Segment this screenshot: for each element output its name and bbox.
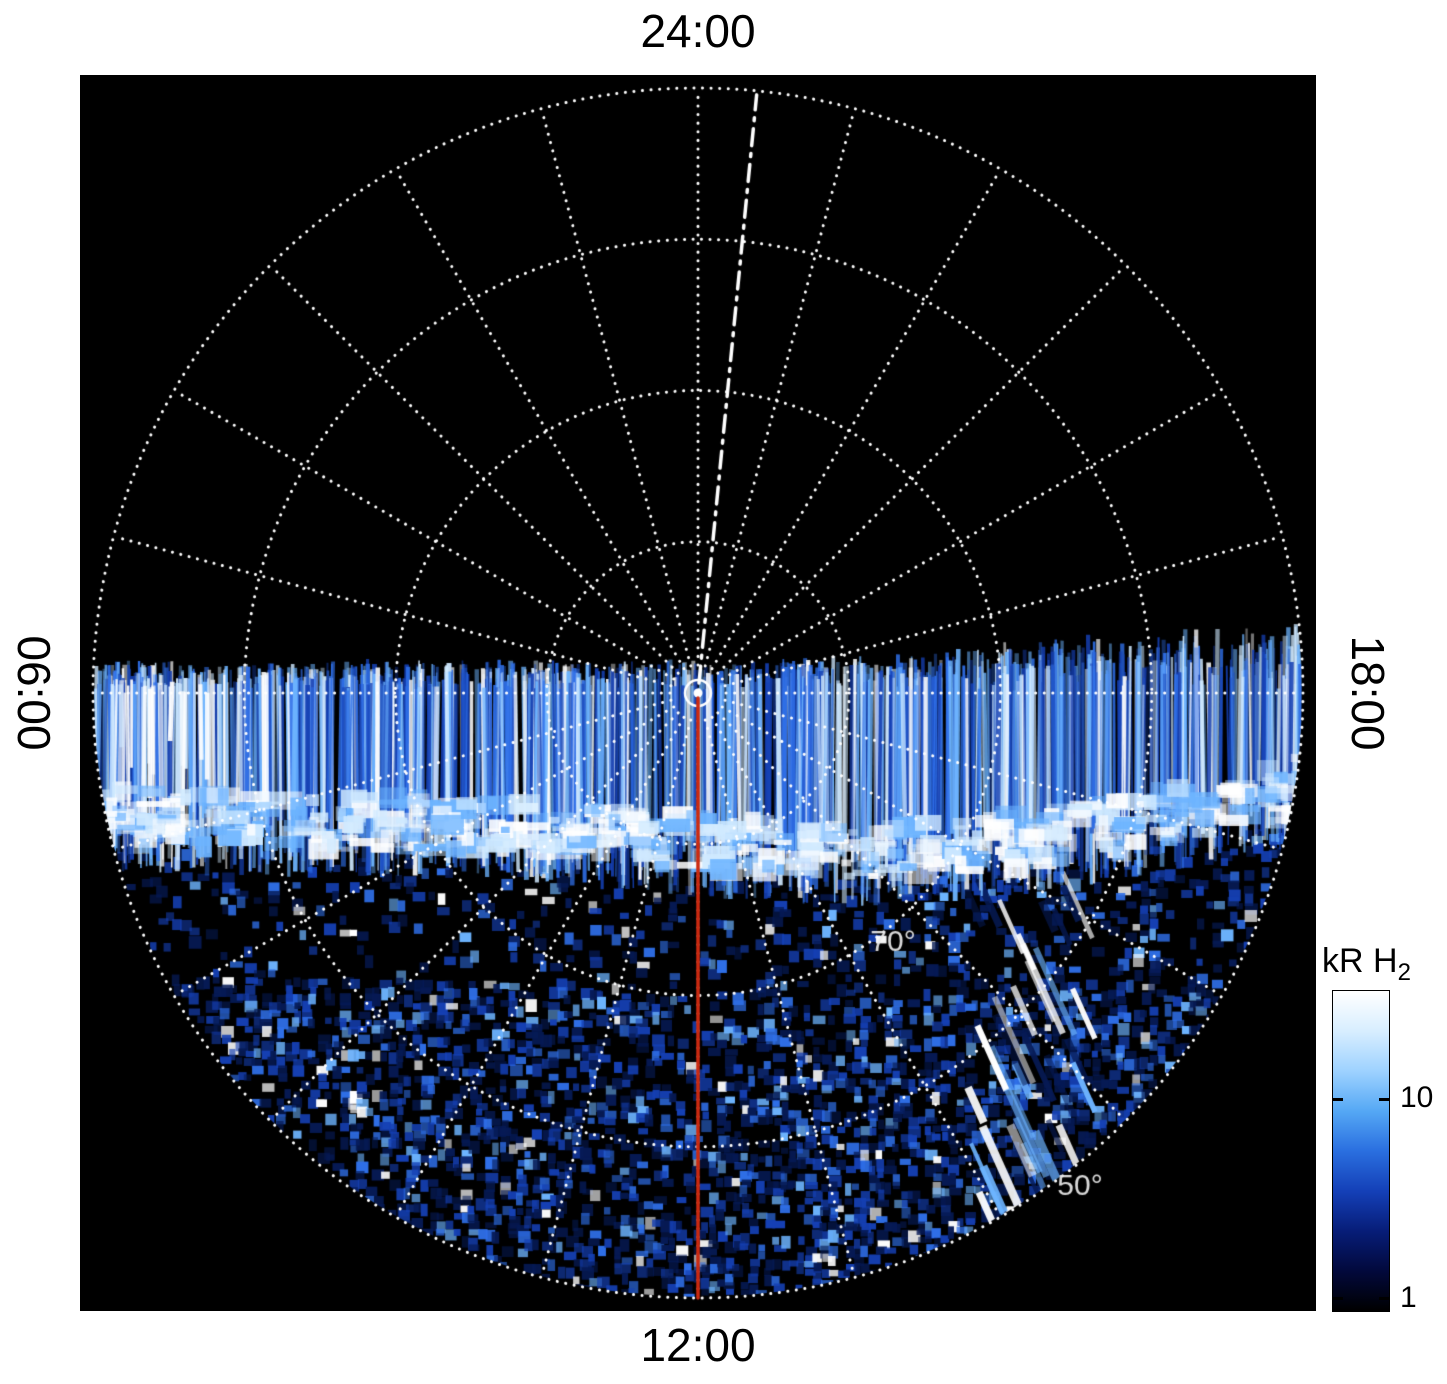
colorbar-title-subscript: 2 — [1397, 958, 1411, 986]
colorbar-tickmark — [1379, 1098, 1389, 1102]
colorbar-title-text: kR H — [1322, 942, 1398, 980]
colorbar-tick-label-10: 10 — [1400, 1080, 1434, 1114]
polar-heatmap-canvas — [80, 75, 1316, 1311]
colorbar-tickmark — [1333, 1296, 1343, 1300]
colorbar-tickmark — [1379, 1296, 1389, 1300]
colorbar-tickmark — [1333, 1098, 1343, 1102]
local-time-label-12: 12:00 — [640, 1319, 756, 1371]
local-time-label-06: 06:00 — [8, 635, 60, 751]
colorbar-title: kR H2 — [1322, 942, 1411, 987]
local-time-label-18: 18:00 — [1342, 635, 1394, 751]
plot-area — [80, 75, 1316, 1311]
local-time-label-24: 24:00 — [640, 5, 756, 57]
colorbar-gradient — [1332, 990, 1390, 1312]
colorbar-tick-label-1: 1 — [1400, 1280, 1417, 1314]
